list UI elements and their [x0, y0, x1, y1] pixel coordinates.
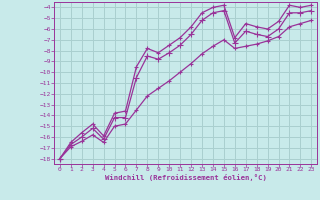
X-axis label: Windchill (Refroidissement éolien,°C): Windchill (Refroidissement éolien,°C) [105, 174, 267, 181]
